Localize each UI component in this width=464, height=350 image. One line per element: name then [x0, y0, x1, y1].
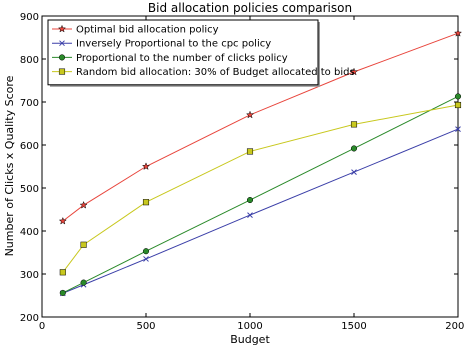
data-point	[57, 24, 67, 33]
data-point	[350, 121, 358, 128]
series-line	[62, 32, 459, 222]
data-point	[246, 148, 254, 155]
x-axis-label: Budget	[230, 333, 270, 346]
y-tick-label: 300	[20, 270, 39, 281]
x-tick-label: 1500	[341, 321, 366, 332]
series-layer	[58, 28, 463, 297]
data-point	[246, 196, 254, 204]
data-point	[142, 199, 150, 206]
y-tick-label: 400	[20, 227, 39, 238]
series-line	[62, 128, 459, 294]
data-point	[141, 162, 151, 170]
x-tick-label: 1000	[237, 321, 262, 332]
data-point	[247, 212, 253, 218]
data-point	[455, 126, 461, 132]
legend-label: Proportional to the number of clicks pol…	[76, 53, 288, 64]
series	[59, 101, 462, 276]
legend: Optimal bid allocation policy Inversely P…	[47, 19, 355, 87]
chart-title: Bid allocation policies comparison	[148, 1, 352, 15]
data-point	[245, 110, 255, 119]
series	[59, 93, 462, 296]
data-point	[142, 248, 150, 255]
y-tick-label: 200	[20, 313, 39, 324]
data-point	[454, 93, 462, 100]
legend-label: Random bid allocation: 30% of Budget all…	[76, 67, 355, 78]
legend-item: Optimal bid allocation policy	[52, 25, 219, 36]
data-point	[80, 241, 87, 248]
legend-item: Random bid allocation: 30% of Budget all…	[52, 67, 355, 78]
x-tick-label: 2000	[445, 321, 464, 332]
y-tick-label: 600	[20, 141, 39, 152]
data-point	[80, 279, 87, 286]
data-point	[59, 269, 66, 276]
data-point	[143, 256, 149, 262]
data-point	[58, 216, 67, 225]
y-tick-label: 500	[20, 184, 39, 195]
data-point	[454, 101, 462, 109]
y-tick-label: 700	[20, 98, 39, 109]
x-tick-label: 0	[39, 321, 45, 332]
data-point	[58, 54, 66, 61]
data-point	[453, 28, 463, 37]
legend-item: Inversely Proportional to the cpc policy	[52, 39, 271, 50]
data-point	[351, 169, 357, 175]
data-point	[79, 200, 88, 209]
y-tick-label: 800	[20, 55, 39, 66]
legend-label: Optimal bid allocation policy	[76, 25, 219, 36]
axis-ticks: 0 500 1000 1500 2000 200 300 400 500 600 700 800 900	[20, 12, 464, 332]
data-point	[350, 145, 358, 152]
data-point	[59, 289, 66, 296]
x-tick-label: 500	[136, 321, 155, 332]
legend-box	[47, 19, 319, 86]
legend-item: Proportional to the number of clicks pol…	[52, 53, 288, 64]
y-axis-label: Number of Clicks x Quality Score	[3, 75, 16, 256]
series-line	[62, 95, 459, 294]
data-point	[58, 68, 66, 75]
y-tick-label: 900	[20, 12, 39, 23]
series-line	[62, 104, 459, 273]
data-point	[59, 40, 65, 47]
data-point	[349, 67, 359, 76]
legend-label: Inversely Proportional to the cpc policy	[76, 39, 271, 50]
series	[58, 28, 463, 225]
